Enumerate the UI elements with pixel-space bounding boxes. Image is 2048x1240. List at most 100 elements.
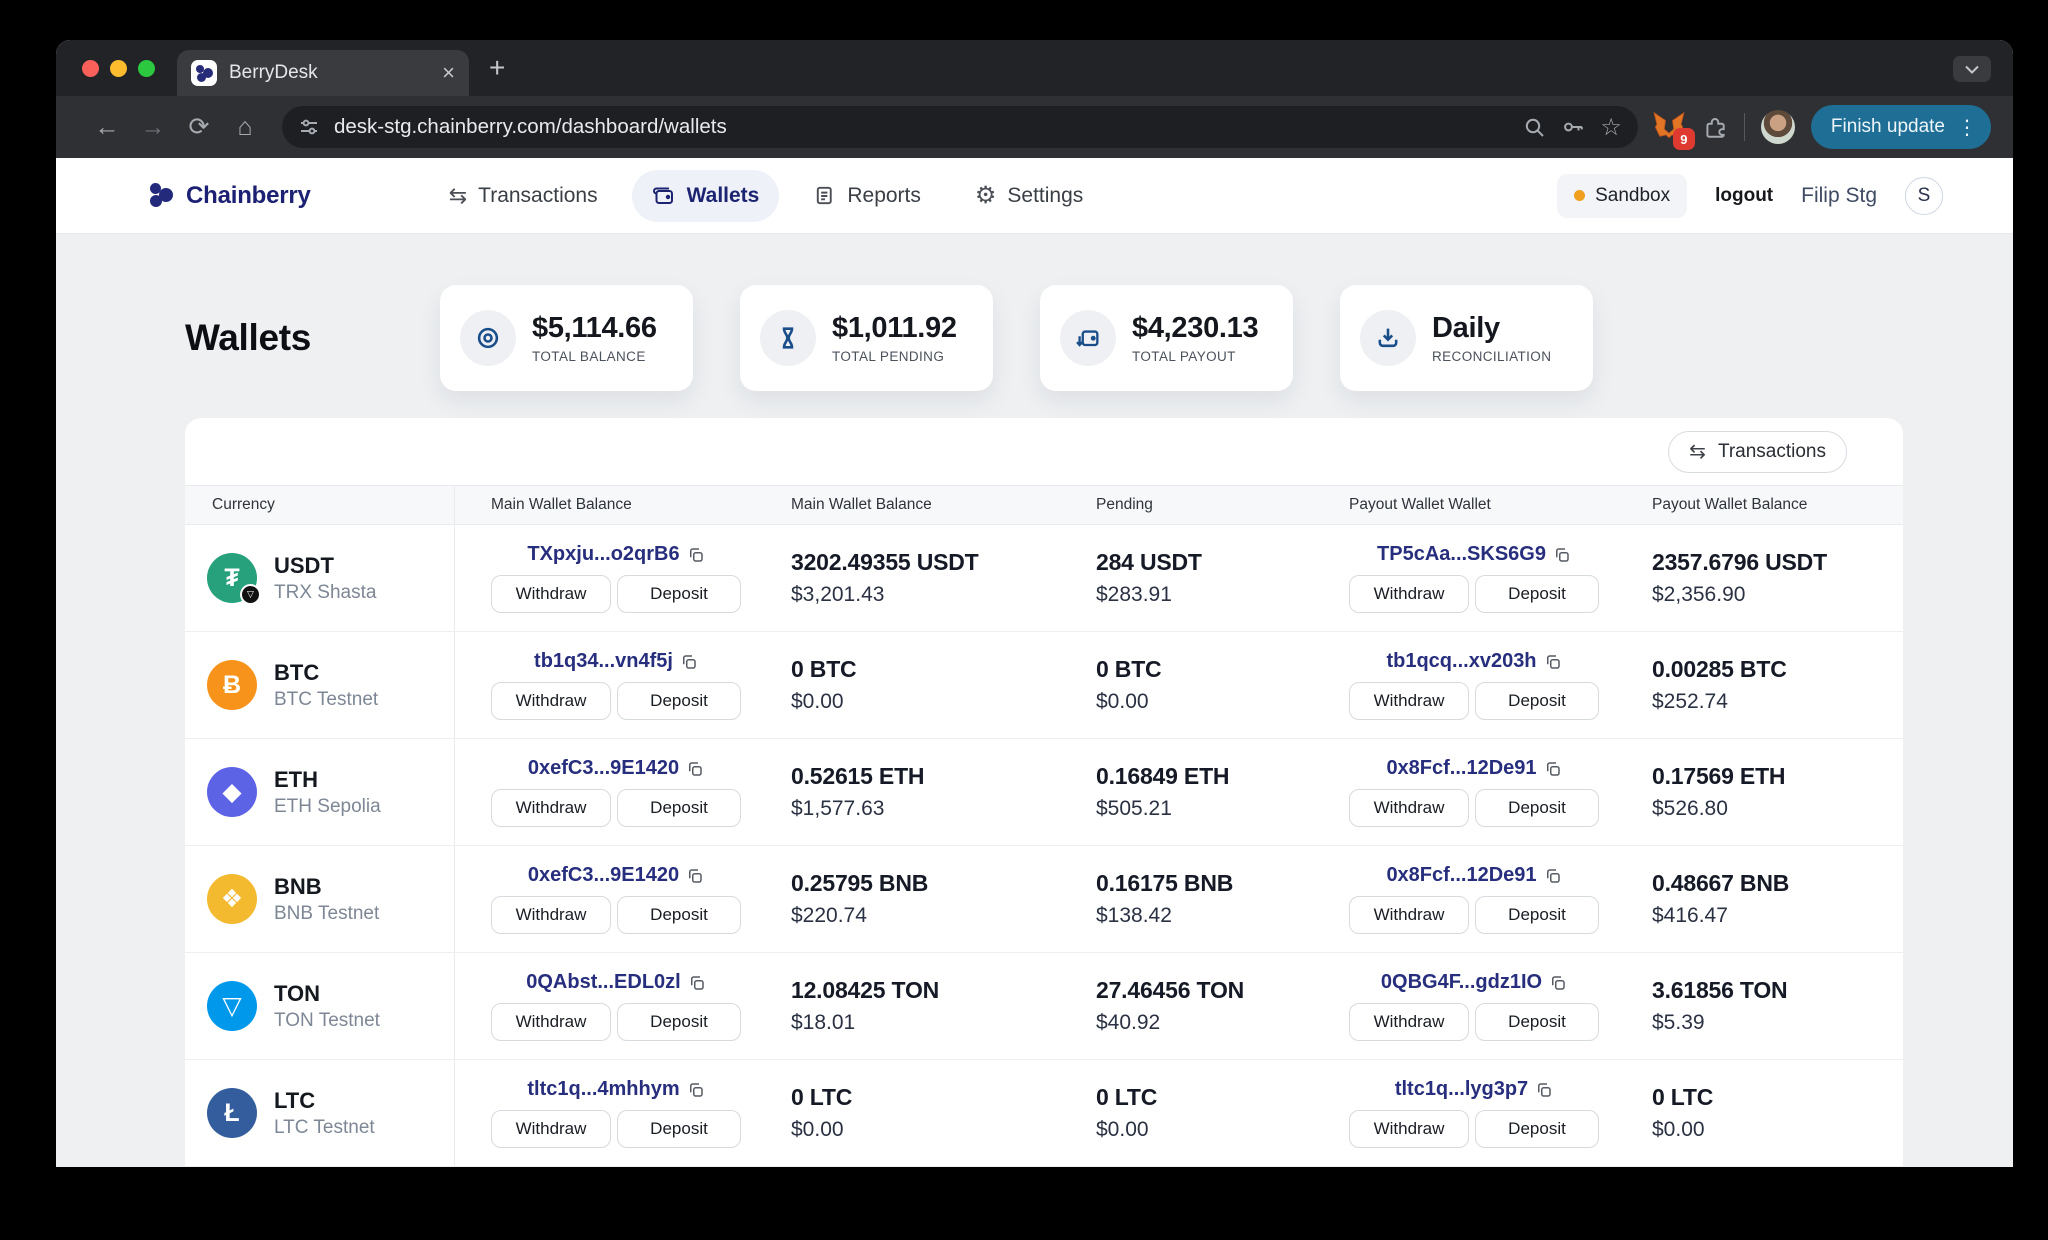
chainberry-logo[interactable]: Chainberry [148, 181, 311, 211]
toolbar-divider [1743, 113, 1745, 141]
maximize-window-button[interactable] [138, 59, 155, 77]
copy-icon[interactable] [686, 760, 704, 778]
payout-wallet-address[interactable]: tb1qcq...xv203h [1386, 650, 1537, 672]
payout-wallet-address[interactable]: tltc1q...lyg3p7 [1394, 1078, 1529, 1100]
tron-network-badge-icon: ▽ [240, 584, 261, 605]
main-wallet-address[interactable]: 0QAbst...EDL0zl [526, 971, 681, 993]
main-wallet-address[interactable]: tb1q34...vn4f5j [534, 650, 673, 672]
copy-icon[interactable] [1544, 867, 1562, 885]
transactions-button[interactable]: ⇆ Transactions [1668, 430, 1847, 473]
deposit-button[interactable]: Deposit [617, 682, 741, 720]
deposit-button[interactable]: Deposit [1475, 682, 1599, 720]
copy-icon[interactable] [1544, 760, 1562, 778]
withdraw-button[interactable]: Withdraw [491, 1003, 611, 1041]
reload-button[interactable]: ⟳ [188, 113, 210, 141]
brand-name: Chainberry [186, 181, 311, 209]
copy-icon[interactable] [1549, 974, 1567, 992]
copy-icon[interactable] [686, 867, 704, 885]
main-balance-fiat: $18.01 [791, 1011, 856, 1034]
deposit-button[interactable]: Deposit [1475, 789, 1599, 827]
browser-window: BerryDesk × + ← → ⟳ ⌂ desk-stg.chai [56, 40, 2013, 1167]
coin-glyph: Ƀ [222, 670, 242, 699]
copy-icon[interactable] [687, 1081, 705, 1099]
copy-icon[interactable] [688, 974, 706, 992]
deposit-button[interactable]: Deposit [617, 1110, 741, 1148]
nav-item-reports[interactable]: Reports [793, 170, 941, 222]
bookmark-star-icon[interactable]: ☆ [1600, 113, 1622, 141]
withdraw-button[interactable]: Withdraw [491, 789, 611, 827]
minimize-window-button[interactable] [110, 59, 127, 77]
forward-button[interactable]: → [140, 112, 166, 141]
column-main-wallet: Main Wallet Balance [491, 496, 632, 513]
payout-wallet-address[interactable]: 0x8Fcf...12De91 [1386, 864, 1537, 886]
zoom-page-icon[interactable] [1523, 116, 1546, 139]
navbar-right: Sandbox logout Filip Stg S [1557, 173, 1943, 218]
browser-tab[interactable]: BerryDesk × [177, 50, 469, 96]
withdraw-button[interactable]: Withdraw [1349, 896, 1469, 934]
back-button[interactable]: ← [94, 112, 120, 141]
copy-icon[interactable] [680, 653, 698, 671]
close-window-button[interactable] [82, 59, 99, 77]
nav-item-settings[interactable]: ⚙ Settings [955, 170, 1103, 222]
copy-icon[interactable] [1535, 1081, 1553, 1099]
withdraw-button[interactable]: Withdraw [1349, 789, 1469, 827]
deposit-button[interactable]: Deposit [617, 575, 741, 613]
metamask-extension-icon[interactable]: 9 [1652, 111, 1695, 150]
user-avatar[interactable]: S [1905, 176, 1943, 215]
tab-search-button[interactable] [1953, 56, 1991, 82]
payout-balance-fiat: $5.39 [1652, 1011, 1705, 1034]
main-wallet-address[interactable]: 0xefC3...9E1420 [527, 864, 680, 886]
payout-balance: 2357.6796 USDT [1652, 549, 1827, 575]
deposit-button[interactable]: Deposit [617, 1003, 741, 1041]
deposit-button[interactable]: Deposit [1475, 1003, 1599, 1041]
withdraw-button[interactable]: Withdraw [491, 896, 611, 934]
coin-network: ETH Sepolia [274, 795, 381, 817]
extensions-puzzle-icon[interactable] [1702, 114, 1728, 140]
withdraw-button[interactable]: Withdraw [491, 1110, 611, 1148]
nav-item-wallets[interactable]: Wallets [631, 169, 780, 222]
copy-icon[interactable] [687, 546, 705, 564]
payout-balance-fiat: $0.00 [1652, 1118, 1705, 1141]
deposit-button[interactable]: Deposit [1475, 575, 1599, 613]
target-icon [460, 310, 516, 366]
withdraw-button[interactable]: Withdraw [1349, 682, 1469, 720]
copy-icon[interactable] [1553, 546, 1571, 564]
withdraw-button[interactable]: Withdraw [1349, 1003, 1469, 1041]
payout-balance-fiat: $252.74 [1652, 690, 1728, 713]
finish-update-button[interactable]: Finish update ⋮ [1810, 105, 1991, 149]
finish-update-label: Finish update [1830, 116, 1945, 137]
copy-icon[interactable] [1544, 653, 1562, 671]
main-wallet-address[interactable]: tltc1q...4mhhym [527, 1078, 680, 1100]
payout-wallet-address[interactable]: 0QBG4F...gdz1IO [1380, 971, 1543, 993]
daily-reconciliation-card[interactable]: Daily RECONCILIATION [1340, 285, 1593, 391]
deposit-button[interactable]: Deposit [617, 789, 741, 827]
logout-button[interactable]: logout [1715, 184, 1774, 206]
coin-icon: ▽ ▽ [207, 981, 257, 1031]
table-row: ▽ ▽ TON TON Testnet 0QAbst...EDL0zl With… [185, 953, 1903, 1060]
pending-balance: 0 LTC [1096, 1084, 1158, 1110]
browser-profile-avatar[interactable] [1760, 110, 1795, 144]
home-button[interactable]: ⌂ [237, 112, 253, 141]
new-tab-button[interactable]: + [489, 52, 506, 83]
address-bar[interactable]: desk-stg.chainberry.com/dashboard/wallet… [282, 106, 1638, 148]
browser-menu-icon[interactable]: ⋮ [1957, 116, 1977, 139]
withdraw-button[interactable]: Withdraw [491, 575, 611, 613]
coin-network: BTC Testnet [274, 688, 379, 710]
nav-label: Settings [1007, 183, 1084, 207]
coin-icon: Ł ▽ [207, 1088, 257, 1138]
site-settings-icon[interactable] [298, 116, 320, 138]
withdraw-button[interactable]: Withdraw [491, 682, 611, 720]
deposit-button[interactable]: Deposit [1475, 896, 1599, 934]
deposit-button[interactable]: Deposit [1475, 1110, 1599, 1148]
deposit-button[interactable]: Deposit [617, 896, 741, 934]
payout-wallet-address[interactable]: 0x8Fcf...12De91 [1386, 757, 1537, 779]
main-balance-fiat: $1,577.63 [791, 797, 885, 820]
main-wallet-address[interactable]: TXpxju...o2qrB6 [527, 543, 680, 565]
payout-wallet-address[interactable]: TP5cAa...SKS6G9 [1377, 543, 1546, 565]
tab-close-icon[interactable]: × [442, 60, 455, 85]
withdraw-button[interactable]: Withdraw [1349, 575, 1469, 613]
nav-item-transactions[interactable]: ⇆ Transactions [429, 170, 618, 222]
withdraw-button[interactable]: Withdraw [1349, 1110, 1469, 1148]
main-wallet-address[interactable]: 0xefC3...9E1420 [527, 757, 680, 779]
passwords-key-icon[interactable] [1560, 114, 1586, 140]
